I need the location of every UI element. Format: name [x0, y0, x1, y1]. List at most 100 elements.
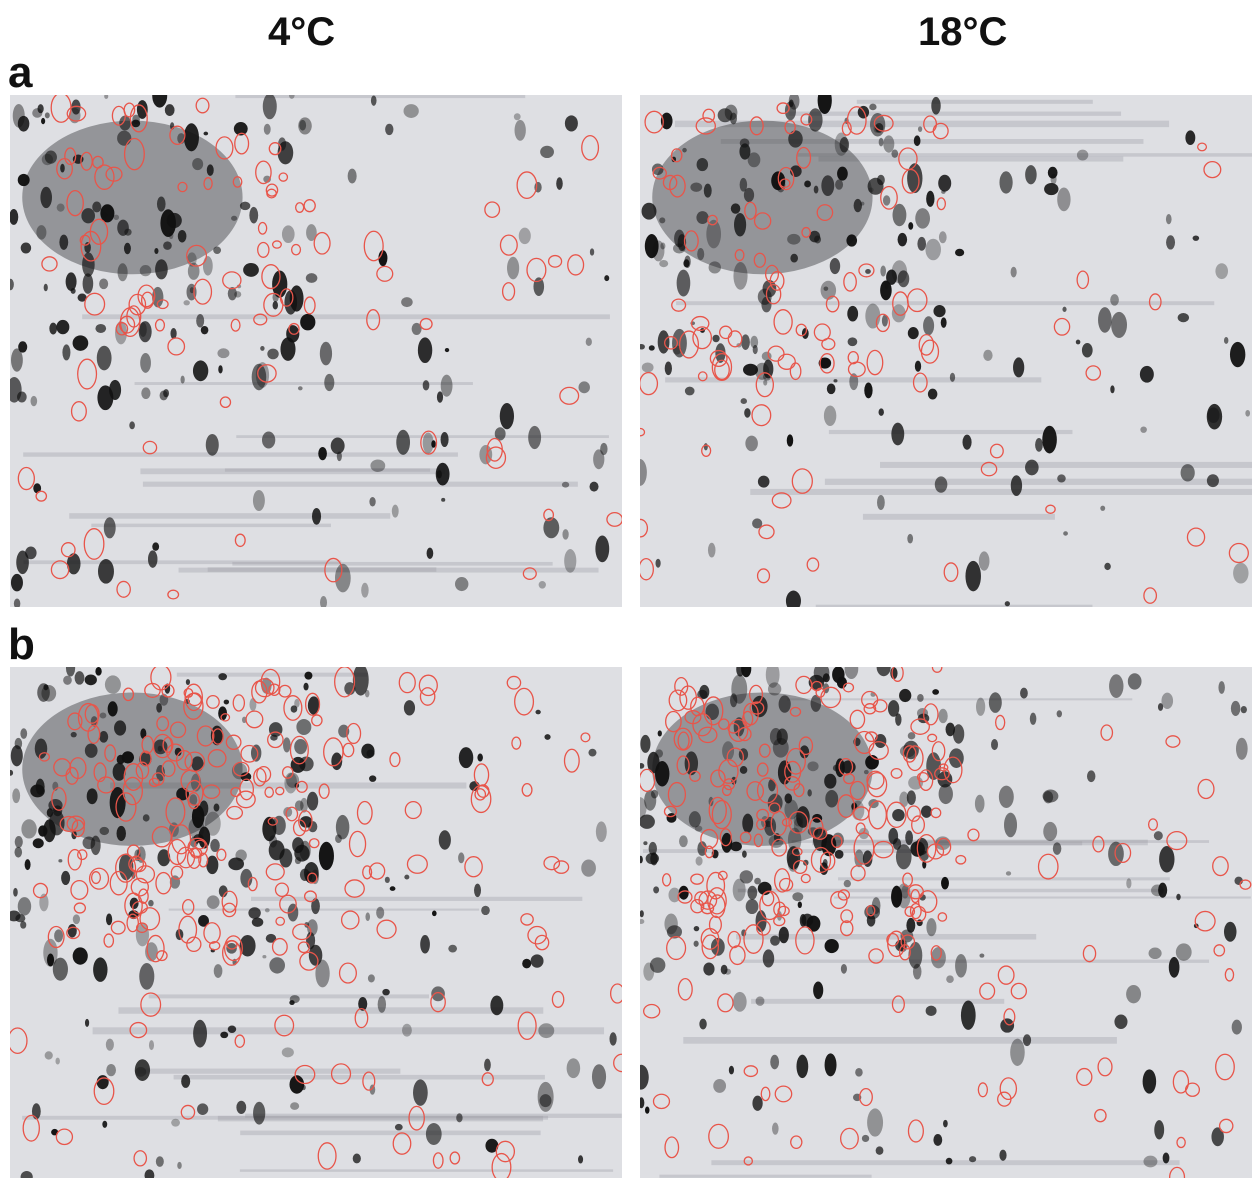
spot-outline [193, 278, 213, 305]
spot-outline [275, 786, 285, 796]
streak [148, 994, 430, 999]
protein-spot [647, 751, 660, 774]
protein-spot [226, 942, 237, 954]
protein-spot [808, 674, 825, 690]
spot-outline [580, 732, 591, 743]
spot-outline [606, 511, 622, 527]
spot-outline [398, 671, 416, 694]
spot-outline [847, 350, 859, 365]
protein-spot [745, 435, 758, 452]
protein-spot [213, 964, 223, 978]
protein-spot [804, 180, 811, 188]
spot-outline [1076, 270, 1090, 290]
protein-spot [643, 841, 648, 846]
protein-spot [234, 291, 242, 298]
protein-spot [168, 232, 174, 240]
spot-outline [89, 218, 109, 245]
protein-spot [99, 826, 110, 836]
protein-spot [730, 203, 741, 214]
gel-image [10, 667, 622, 1178]
spot-outline [517, 1011, 537, 1041]
spot-outline [664, 1136, 680, 1159]
streak [137, 1068, 401, 1074]
protein-spot [1044, 183, 1059, 196]
protein-spot [40, 186, 53, 209]
spot-outline [652, 166, 667, 180]
protein-spot [55, 1057, 60, 1065]
protein-spot [772, 1122, 779, 1135]
spot-outline [840, 920, 854, 937]
protein-spot [10, 348, 23, 372]
protein-spot [10, 376, 22, 403]
spot-outline [684, 710, 702, 725]
protein-spot [640, 1064, 649, 1090]
spot-outline [800, 113, 813, 126]
protein-spot [657, 330, 670, 354]
protein-spot [479, 444, 493, 465]
protein-spot [206, 855, 219, 875]
protein-spot [99, 712, 107, 719]
spot-outline [161, 760, 176, 778]
spot-outline [285, 806, 299, 822]
protein-spot [403, 700, 416, 716]
spot-outline [288, 322, 300, 335]
protein-spot [1240, 705, 1247, 714]
protein-spot [330, 437, 345, 455]
protein-spot [640, 910, 644, 918]
protein-spot [481, 905, 490, 916]
protein-spot [30, 395, 38, 407]
spot-outline [727, 722, 740, 734]
spot-outline [678, 330, 700, 359]
protein-spot [666, 925, 683, 939]
protein-spot [84, 1018, 90, 1027]
protein-spot [294, 698, 300, 708]
spot-outline [702, 108, 716, 123]
protein-spot [1098, 307, 1112, 333]
protein-spot [96, 345, 112, 371]
protein-spot [1003, 812, 1018, 838]
spot-outline [677, 731, 690, 751]
spot-outline [771, 838, 788, 857]
spot-outline [155, 871, 172, 895]
protein-spot [824, 773, 837, 789]
protein-spot [581, 859, 596, 877]
spot-outline [643, 1003, 661, 1019]
protein-spot [448, 944, 458, 953]
protein-spot [171, 1118, 180, 1127]
protein-spot [1142, 1069, 1157, 1094]
protein-spot [707, 542, 716, 558]
spot-outline [295, 202, 305, 213]
column-header: 4°C [268, 10, 336, 54]
protein-spot [163, 389, 170, 398]
protein-spot [102, 1120, 108, 1128]
spot-outline [294, 1064, 316, 1085]
protein-spot [155, 1156, 164, 1167]
streak [245, 1113, 622, 1118]
protein-spot [934, 476, 948, 493]
spot-outline [186, 936, 202, 953]
gel-image [10, 95, 622, 607]
protein-spot [46, 953, 55, 967]
protein-spot [109, 379, 122, 401]
panel-label: b [8, 620, 35, 669]
spot-outline [758, 524, 775, 540]
spot-outline [701, 934, 720, 960]
protein-spot [822, 858, 828, 867]
protein-spot [378, 250, 388, 267]
protein-spot [821, 175, 835, 197]
protein-spot [318, 446, 327, 461]
protein-spot [377, 996, 387, 1013]
protein-spot [44, 112, 50, 119]
protein-spot [263, 123, 271, 135]
spot-outline [289, 735, 309, 765]
protein-spot [640, 814, 655, 829]
spot-outline [274, 1014, 295, 1037]
protein-spot [767, 682, 782, 696]
spot-outline [943, 562, 959, 582]
protein-spot [644, 1106, 650, 1114]
protein-spot [763, 359, 774, 379]
spot-outline [255, 160, 272, 185]
protein-spot [231, 215, 238, 221]
spot-outline [318, 783, 330, 799]
protein-spot [44, 1051, 53, 1060]
